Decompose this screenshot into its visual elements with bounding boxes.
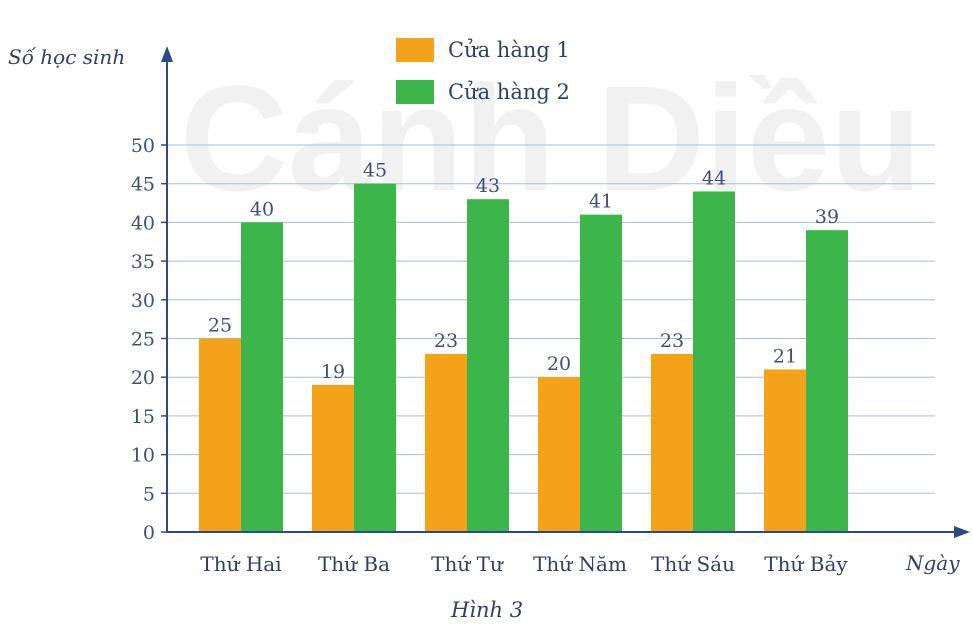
y-axis-arrow	[161, 46, 173, 62]
y-tick-label: 30	[131, 290, 155, 312]
bar-series-1	[312, 384, 354, 532]
figure-caption: Hình 3	[450, 598, 523, 622]
x-tick-label: Thứ Tư	[431, 552, 504, 576]
y-axis-ticks: 0 5 10 15 20 25 30 35 40 45 50	[131, 135, 167, 544]
bar-series-1	[651, 353, 693, 532]
y-tick-label: 0	[143, 522, 155, 544]
y-tick-label: 50	[131, 135, 155, 157]
x-axis-arrow	[954, 526, 970, 538]
y-tick-label: 40	[131, 212, 155, 234]
y-tick-label: 15	[131, 406, 155, 428]
bar-series-2	[580, 214, 622, 532]
data-label: 41	[589, 191, 613, 213]
data-label: 25	[208, 315, 232, 337]
data-label: 23	[434, 330, 458, 352]
legend-swatch-series-2	[396, 80, 434, 104]
data-label: 43	[476, 175, 500, 197]
axes	[161, 46, 970, 538]
legend-label-series-1: Cửa hàng 1	[448, 38, 570, 62]
x-tick-label: Thứ Năm	[533, 552, 627, 576]
data-label: 44	[702, 167, 726, 189]
x-tick-label: Thứ Sáu	[651, 552, 735, 576]
y-axis-title: Số học sinh	[8, 45, 125, 69]
x-axis-ticks: Thứ Hai Thứ Ba Thứ Tư Thứ Năm Thứ Sáu Thứ Bảy	[200, 552, 848, 576]
bar-series-2	[354, 183, 396, 532]
bar-series-2	[693, 191, 735, 532]
data-label: 21	[773, 345, 797, 367]
y-tick-label: 45	[131, 174, 155, 196]
legend-swatch-series-1	[396, 38, 434, 62]
bar-series-1	[425, 353, 467, 532]
data-labels: 25 40 19 45 23 43 20 41 23 44 21 39	[208, 160, 839, 383]
x-tick-label: Thứ Ba	[318, 552, 390, 576]
y-tick-label: 35	[131, 251, 155, 273]
x-tick-label: Thứ Bảy	[764, 552, 848, 576]
x-axis-title: Ngày	[905, 551, 960, 575]
data-label: 39	[815, 206, 839, 228]
data-label: 23	[660, 330, 684, 352]
bar-series-1	[538, 377, 580, 532]
bars	[199, 183, 848, 532]
watermark-text: Cánh Diều	[180, 54, 922, 222]
y-tick-label: 5	[143, 483, 155, 505]
data-label: 45	[363, 160, 387, 182]
bar-series-2	[806, 230, 848, 532]
bar-series-1	[199, 338, 241, 532]
x-tick-label: Thứ Hai	[200, 552, 281, 576]
y-tick-label: 10	[131, 445, 155, 467]
y-tick-label: 25	[131, 329, 155, 351]
bar-series-2	[467, 199, 509, 532]
data-label: 40	[250, 198, 274, 220]
bar-series-1	[764, 369, 806, 532]
legend-label-series-2: Cửa hàng 2	[448, 80, 570, 104]
bar-series-2	[241, 222, 283, 532]
data-label: 20	[547, 353, 571, 375]
legend: Cửa hàng 1 Cửa hàng 2	[396, 38, 570, 104]
y-tick-label: 20	[131, 367, 155, 389]
data-label: 19	[321, 361, 345, 383]
